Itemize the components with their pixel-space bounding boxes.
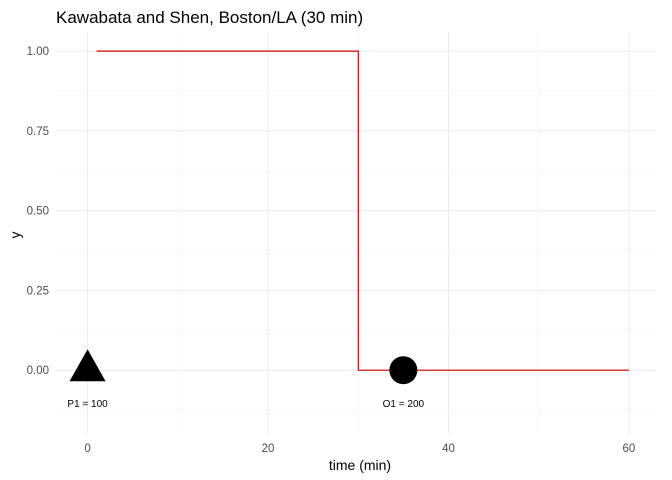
marker-label: O1 = 200 xyxy=(383,399,425,410)
x-tick-label: 0 xyxy=(84,443,90,455)
y-tick-label: 1.00 xyxy=(27,46,49,58)
x-tick-label: 40 xyxy=(442,443,455,455)
major-gridlines xyxy=(56,32,656,434)
marker-label: P1 = 100 xyxy=(67,399,108,410)
marker-layer: P1 = 100 O1 = 200 xyxy=(67,349,425,410)
circle-marker xyxy=(389,356,418,385)
y-axis-title: y xyxy=(7,232,23,239)
series-line xyxy=(96,50,629,371)
y-tick-label: 0.25 xyxy=(27,285,49,297)
minor-gridlines xyxy=(56,32,656,434)
x-tick-label: 60 xyxy=(623,443,636,455)
chart-title: Kawabata and Shen, Boston/LA (30 min) xyxy=(56,8,363,27)
x-tick-labels: 0 20 40 60 xyxy=(84,443,635,455)
x-tick-label: 20 xyxy=(262,443,275,455)
y-tick-label: 0.00 xyxy=(27,365,49,377)
y-tick-label: 0.50 xyxy=(27,206,49,218)
x-axis-title: time (min) xyxy=(329,457,391,473)
series-layer xyxy=(96,50,629,371)
y-tick-label: 0.75 xyxy=(27,126,49,138)
y-tick-labels: 0.00 0.25 0.50 0.75 1.00 xyxy=(27,46,49,377)
triangle-marker xyxy=(69,349,106,382)
